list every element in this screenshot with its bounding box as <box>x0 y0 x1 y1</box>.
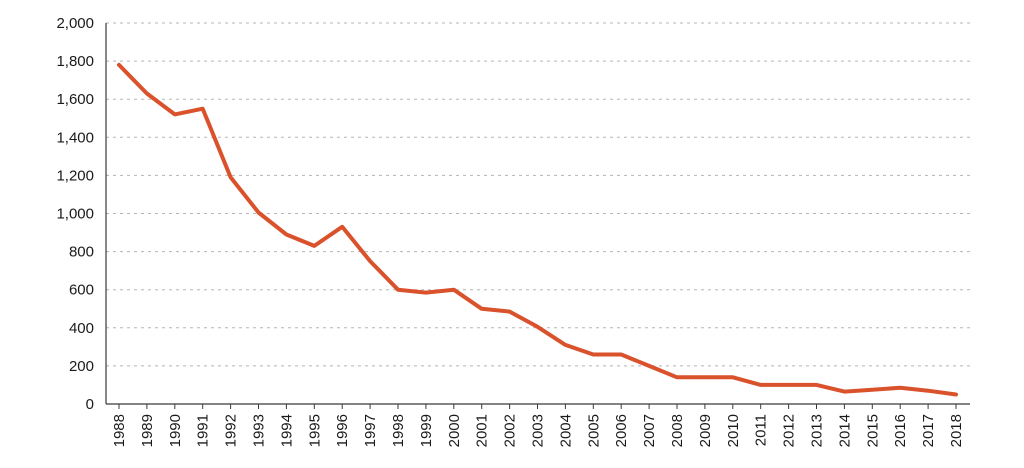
y-tick-label: 2,000 <box>56 15 94 32</box>
x-tick-label: 2002 <box>502 414 519 447</box>
x-tick-label: 1995 <box>306 414 323 447</box>
x-tick-label: 2015 <box>864 414 881 447</box>
x-tick-label: 2005 <box>585 414 602 447</box>
x-tick-label: 1991 <box>195 414 212 447</box>
y-tick-label: 200 <box>69 358 94 375</box>
y-tick-label: 800 <box>69 244 94 261</box>
y-tick-label: 1,400 <box>56 129 94 146</box>
x-tick-label: 1996 <box>334 414 351 447</box>
x-axis-ticks: 1988 1989 1990 1991 1992 1993 1994 1995 1996 1997… <box>111 404 965 447</box>
x-tick-label: 1988 <box>111 414 128 447</box>
x-tick-label: 1990 <box>167 414 184 447</box>
x-tick-label: 1994 <box>278 414 295 447</box>
y-tick-label: 0 <box>86 396 94 413</box>
x-tick-label: 2016 <box>892 414 909 447</box>
x-tick-label: 1992 <box>223 414 240 447</box>
x-tick-label: 2006 <box>613 414 630 447</box>
x-tick-label: 2001 <box>474 414 491 447</box>
y-axis-ticks: 0 200 400 600 800 1,000 1,200 1,400 1,600 1,800 2,… <box>56 15 94 413</box>
y-tick-label: 1,200 <box>56 167 94 184</box>
x-tick-label: 2004 <box>557 414 574 447</box>
series-line <box>117 62 958 397</box>
x-tick-label: 2010 <box>725 414 742 447</box>
y-tick-label: 1,600 <box>56 91 94 108</box>
y-tick-label: 1,800 <box>56 53 94 70</box>
x-tick-label: 2007 <box>641 414 658 447</box>
y-tick-label: 400 <box>69 320 94 337</box>
axes <box>105 23 970 405</box>
x-tick-label: 2008 <box>669 414 686 447</box>
x-tick-label: 2014 <box>836 414 853 447</box>
x-tick-label: 2012 <box>781 414 798 447</box>
x-tick-label: 1998 <box>390 414 407 447</box>
x-tick-label: 1989 <box>139 414 156 447</box>
x-tick-label: 1997 <box>362 414 379 447</box>
grid-lines <box>106 22 970 367</box>
x-tick-label: 2013 <box>809 414 826 447</box>
x-tick-label: 1999 <box>418 414 435 447</box>
x-tick-label: 2018 <box>948 414 965 447</box>
x-tick-label: 2017 <box>920 414 937 447</box>
y-tick-label: 600 <box>69 282 94 299</box>
x-tick-label: 2003 <box>530 414 547 447</box>
y-tick-label: 1,000 <box>56 206 94 223</box>
series-lines <box>117 62 958 397</box>
x-tick-label: 1993 <box>251 414 268 447</box>
x-tick-label: 2009 <box>697 414 714 447</box>
x-tick-label: 2000 <box>446 414 463 447</box>
x-tick-label: 2011 <box>753 414 770 446</box>
